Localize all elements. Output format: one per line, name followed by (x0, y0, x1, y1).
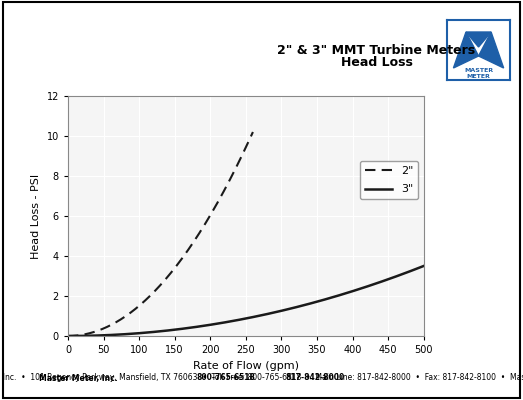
Text: 2" & 3" MMT Turbine Meters: 2" & 3" MMT Turbine Meters (278, 44, 475, 56)
Polygon shape (453, 32, 479, 68)
Legend: 2", 3": 2", 3" (360, 161, 418, 199)
Text: METER: METER (467, 74, 491, 80)
3" (420, 264, 427, 268)
3" (282, 307, 289, 312)
Text: Master Meter, Inc.  •  101 Regency Parkway, Mansfield, TX 76063  •  Toll Free: 8: Master Meter, Inc. • 101 Regency Parkway… (0, 374, 523, 382)
2" (175, 261, 181, 266)
3" (66, 334, 72, 338)
Line: 2": 2" (68, 132, 253, 336)
Polygon shape (479, 32, 504, 68)
2" (221, 189, 227, 194)
Line: 3": 3" (68, 266, 424, 336)
2" (232, 166, 238, 171)
2" (178, 257, 184, 262)
3" (276, 309, 282, 314)
Text: Head Loss: Head Loss (340, 56, 413, 68)
2" (174, 262, 180, 267)
2" (250, 130, 256, 134)
Text: Master Meter, Inc.: Master Meter, Inc. (39, 374, 117, 382)
3" (387, 276, 393, 281)
Text: MASTER: MASTER (464, 68, 493, 74)
X-axis label: Rate of Flow (gpm): Rate of Flow (gpm) (193, 360, 299, 370)
2" (65, 334, 72, 338)
Y-axis label: Head Loss - PSI: Head Loss - PSI (31, 174, 41, 258)
3" (365, 284, 371, 289)
Polygon shape (466, 32, 491, 47)
Text: 817-842-8000: 817-842-8000 (285, 374, 344, 382)
2" (65, 334, 71, 338)
3" (277, 309, 283, 314)
3" (65, 334, 71, 338)
Text: 800-765-6518: 800-765-6518 (196, 374, 255, 382)
